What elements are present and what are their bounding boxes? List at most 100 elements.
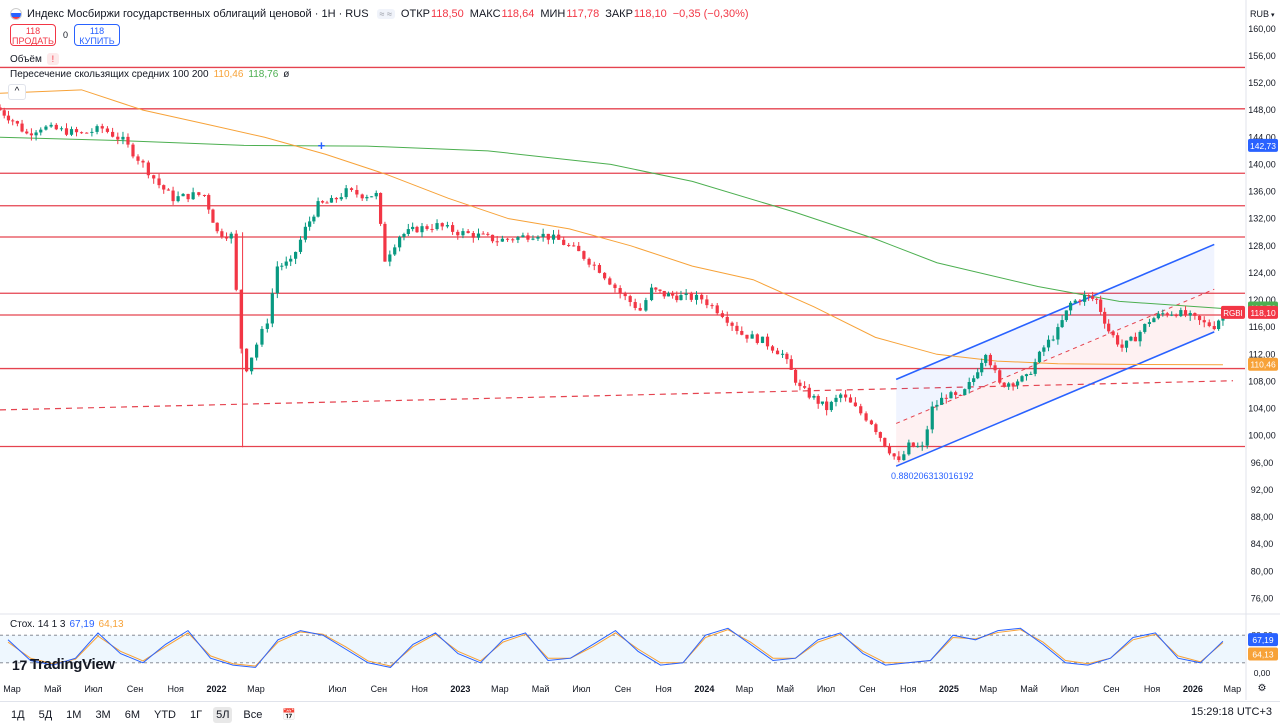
candle	[162, 184, 166, 194]
tradingview-logo[interactable]: 17 TradingView	[12, 656, 115, 673]
collapse-legend-button[interactable]: ^	[8, 84, 26, 100]
candle-body	[234, 233, 238, 290]
candle-body	[69, 129, 74, 135]
candle	[325, 200, 329, 204]
candle	[1183, 306, 1188, 318]
candle	[789, 355, 793, 370]
candle-body	[526, 235, 530, 240]
warning-icon[interactable]: !	[46, 53, 59, 65]
channel-lower-line	[895, 331, 1215, 467]
timeframe-5d[interactable]: 5Д	[38, 708, 53, 721]
calendar-icon[interactable]: 📅	[282, 709, 297, 721]
candle	[445, 221, 450, 229]
candle-body	[911, 442, 915, 447]
price-axis-label: 118,10	[1250, 308, 1276, 318]
candle-body	[90, 131, 94, 133]
visibility-icon[interactable]: ≈ ≈	[376, 9, 395, 19]
clock[interactable]: 15:29:18 UTC+3	[1190, 706, 1272, 718]
y-tick-label: 104,00	[1248, 404, 1276, 414]
candle-body	[1002, 382, 1006, 387]
candle	[280, 262, 284, 271]
timeframe-ytd[interactable]: YTD	[154, 708, 176, 721]
candle	[864, 411, 868, 422]
candle-body	[365, 196, 369, 199]
candle	[1064, 310, 1068, 322]
x-tick-label: Июл	[84, 684, 102, 694]
candle	[1033, 358, 1037, 377]
candle-body	[1188, 313, 1192, 316]
candle	[334, 196, 338, 203]
ma-cross-indicator[interactable]: Пересечение скользящих средних 100 200 1…	[10, 69, 289, 80]
candle-body	[406, 229, 410, 234]
currency-selector[interactable]: RUB	[1250, 9, 1274, 19]
candle	[715, 302, 719, 316]
candle-body	[1007, 383, 1011, 387]
candle-body	[972, 378, 976, 383]
candle	[64, 123, 69, 137]
candle	[1051, 335, 1055, 342]
candle	[1138, 330, 1142, 347]
volume-indicator[interactable]: Объём !	[10, 53, 59, 65]
candle-body	[883, 437, 887, 447]
candle-body	[369, 196, 374, 198]
candle-body	[789, 359, 793, 370]
candle-body	[481, 233, 485, 235]
candle-body	[289, 258, 293, 262]
candle-body	[623, 293, 627, 297]
candle	[476, 228, 481, 241]
cross-marker: +	[318, 138, 326, 153]
candle	[675, 291, 679, 303]
candle	[633, 298, 637, 311]
timeframe-3m[interactable]: 3М	[95, 708, 111, 721]
candle-body	[577, 245, 581, 252]
candle-body	[935, 404, 939, 407]
y-tick-label: 120,00	[1248, 295, 1276, 305]
candle	[229, 231, 233, 244]
candle	[1020, 374, 1024, 383]
timeframe-1m[interactable]: 1М	[66, 708, 82, 721]
candle	[613, 282, 617, 293]
stochastic-legend[interactable]: Стох. 14 1 3 67,19 64,13	[10, 619, 124, 630]
buy-button[interactable]: 118 КУПИТЬ	[74, 24, 120, 46]
timeframe-all[interactable]: Все	[243, 708, 263, 721]
candle-body	[64, 128, 69, 135]
candle-body	[675, 295, 679, 301]
candle	[1124, 340, 1129, 353]
symbol-title[interactable]: Индекс Мосбиржи государственных облигаци…	[27, 8, 369, 20]
candle-body	[1197, 315, 1202, 321]
candle-body	[1161, 313, 1165, 315]
candle	[224, 232, 229, 241]
candle-body	[820, 401, 825, 404]
timeframe-1y[interactable]: 1Г	[190, 708, 203, 721]
candle	[360, 193, 364, 201]
candle-body	[1029, 373, 1033, 375]
candle	[1165, 311, 1169, 318]
timeframe-1d[interactable]: 1Д	[11, 708, 25, 721]
candle-body	[378, 192, 383, 224]
candle-body	[780, 353, 785, 355]
candle	[760, 336, 765, 344]
candle	[958, 394, 962, 397]
candle	[684, 289, 688, 301]
candle	[925, 425, 929, 449]
change-value: −0,35 (−0,30%)	[672, 8, 749, 20]
candle	[495, 235, 499, 247]
candle-body	[557, 234, 561, 240]
candle	[90, 128, 94, 137]
candle	[2, 107, 6, 119]
symbol-tag-bg	[1221, 305, 1245, 319]
candle-body	[44, 126, 48, 130]
candle-body	[176, 196, 180, 202]
symbol-header: Индекс Мосбиржи государственных облигаци…	[10, 6, 755, 22]
sell-button[interactable]: 118 ПРОДАТЬ	[10, 24, 56, 46]
candle	[1207, 319, 1211, 328]
timeframe-6m[interactable]: 6М	[124, 708, 140, 721]
timeframe-5y[interactable]: 5Л	[213, 706, 233, 723]
candle	[1217, 319, 1221, 331]
stoch-d-value: 64,13	[98, 619, 124, 630]
stoch-axis-label: 67,19	[1252, 635, 1274, 645]
candle	[1133, 332, 1138, 342]
candle-body	[816, 395, 820, 404]
x-tick-label: Сен	[1103, 684, 1120, 694]
